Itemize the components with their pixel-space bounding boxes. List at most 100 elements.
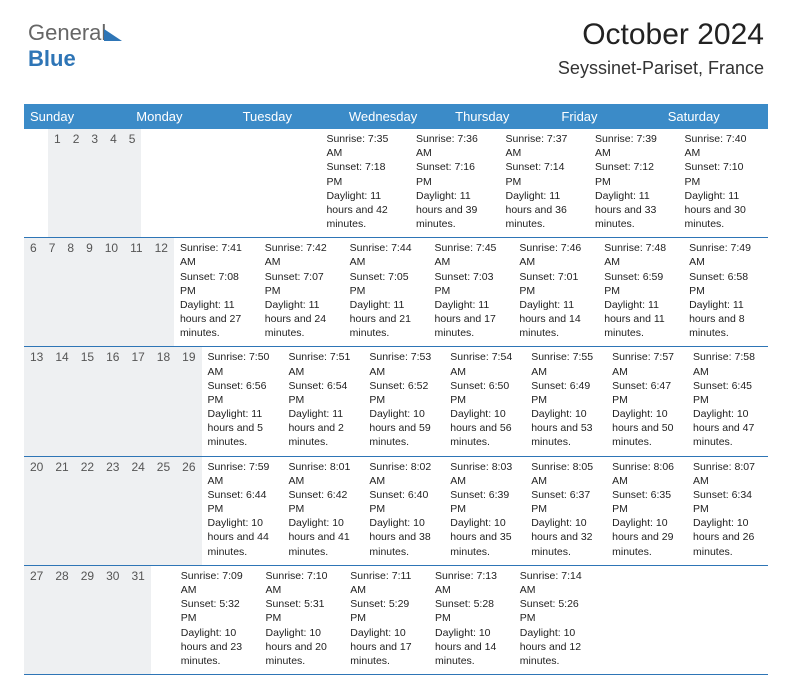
day-number: 17 [125, 347, 150, 455]
sunset-text: Sunset: 7:08 PM [180, 270, 253, 298]
empty-cell [36, 129, 48, 237]
day-cell: Sunrise: 7:41 AMSunset: 7:08 PMDaylight:… [174, 238, 259, 346]
daylight-text: Daylight: 10 hours and 59 minutes. [369, 407, 438, 450]
sunset-text: Sunset: 6:40 PM [369, 488, 438, 516]
sunrise-text: Sunrise: 8:02 AM [369, 460, 438, 488]
daylight-text: Daylight: 11 hours and 11 minutes. [604, 298, 677, 341]
sunrise-text: Sunrise: 7:36 AM [416, 132, 494, 160]
sunset-text: Sunset: 6:44 PM [208, 488, 277, 516]
week-row: 2728293031Sunrise: 7:09 AMSunset: 5:32 P… [24, 566, 768, 675]
day-number: 10 [99, 238, 124, 346]
day-number: 19 [176, 347, 201, 455]
sunrise-text: Sunrise: 7:42 AM [265, 241, 338, 269]
daylight-text: Daylight: 10 hours and 20 minutes. [266, 626, 339, 669]
daynum-row: 13141516171819 [24, 347, 202, 455]
sunset-text: Sunset: 6:45 PM [693, 379, 762, 407]
sunrise-text: Sunrise: 7:40 AM [685, 132, 763, 160]
sunset-text: Sunset: 5:26 PM [520, 597, 593, 625]
day-number: 2 [67, 129, 86, 237]
day-number: 24 [125, 457, 150, 565]
weekday-tuesday: Tuesday [237, 104, 343, 129]
week-row: 20212223242526Sunrise: 7:59 AMSunset: 6:… [24, 457, 768, 566]
sunrise-text: Sunrise: 8:06 AM [612, 460, 681, 488]
week-row: 13141516171819Sunrise: 7:50 AMSunset: 6:… [24, 347, 768, 456]
day-number: 13 [24, 347, 49, 455]
day-cell: Sunrise: 7:36 AMSunset: 7:16 PMDaylight:… [410, 129, 500, 237]
sunrise-text: Sunrise: 7:53 AM [369, 350, 438, 378]
sunrise-text: Sunrise: 7:51 AM [288, 350, 357, 378]
sunset-text: Sunset: 6:49 PM [531, 379, 600, 407]
calendar: SundayMondayTuesdayWednesdayThursdayFrid… [24, 104, 768, 675]
sunset-text: Sunset: 6:34 PM [693, 488, 762, 516]
day-cell: Sunrise: 7:42 AMSunset: 7:07 PMDaylight:… [259, 238, 344, 346]
empty-cell-body [141, 129, 231, 237]
sunset-text: Sunset: 6:59 PM [604, 270, 677, 298]
sunset-text: Sunset: 7:12 PM [595, 160, 673, 188]
sunset-text: Sunset: 6:37 PM [531, 488, 600, 516]
day-cell: Sunrise: 7:57 AMSunset: 6:47 PMDaylight:… [606, 347, 687, 455]
daylight-text: Daylight: 10 hours and 44 minutes. [208, 516, 277, 559]
day-number: 14 [49, 347, 74, 455]
sunrise-text: Sunrise: 7:45 AM [435, 241, 508, 269]
day-cell: Sunrise: 8:05 AMSunset: 6:37 PMDaylight:… [525, 457, 606, 565]
sunrise-text: Sunrise: 7:11 AM [350, 569, 423, 597]
weekday-saturday: Saturday [662, 104, 768, 129]
daylight-text: Daylight: 11 hours and 27 minutes. [180, 298, 253, 341]
daylight-text: Daylight: 11 hours and 42 minutes. [326, 189, 404, 232]
weekday-header: SundayMondayTuesdayWednesdayThursdayFrid… [24, 104, 768, 129]
sunset-text: Sunset: 5:32 PM [181, 597, 254, 625]
sunrise-text: Sunrise: 8:03 AM [450, 460, 519, 488]
sunrise-text: Sunrise: 7:46 AM [519, 241, 592, 269]
sunrise-text: Sunrise: 7:10 AM [266, 569, 339, 597]
daylight-text: Daylight: 11 hours and 2 minutes. [288, 407, 357, 450]
empty-cell-body [683, 566, 768, 674]
empty-cell [163, 566, 175, 674]
page-title: October 2024 [582, 18, 764, 52]
day-body-row: Sunrise: 7:59 AMSunset: 6:44 PMDaylight:… [202, 457, 768, 565]
day-number: 28 [49, 566, 74, 674]
sunset-text: Sunset: 6:52 PM [369, 379, 438, 407]
empty-cell-body [231, 129, 321, 237]
daylight-text: Daylight: 10 hours and 50 minutes. [612, 407, 681, 450]
daylight-text: Daylight: 11 hours and 36 minutes. [506, 189, 584, 232]
day-cell: Sunrise: 7:50 AMSunset: 6:56 PMDaylight:… [202, 347, 283, 455]
day-number: 3 [85, 129, 104, 237]
daylight-text: Daylight: 10 hours and 32 minutes. [531, 516, 600, 559]
day-cell: Sunrise: 8:07 AMSunset: 6:34 PMDaylight:… [687, 457, 768, 565]
day-cell: Sunrise: 8:06 AMSunset: 6:35 PMDaylight:… [606, 457, 687, 565]
day-number: 6 [24, 238, 43, 346]
day-number: 29 [75, 566, 100, 674]
day-cell: Sunrise: 7:59 AMSunset: 6:44 PMDaylight:… [202, 457, 283, 565]
sunset-text: Sunset: 7:16 PM [416, 160, 494, 188]
daylight-text: Daylight: 10 hours and 38 minutes. [369, 516, 438, 559]
sunset-text: Sunset: 6:39 PM [450, 488, 519, 516]
sunset-text: Sunset: 7:07 PM [265, 270, 338, 298]
day-number: 31 [125, 566, 150, 674]
sunset-text: Sunset: 5:31 PM [266, 597, 339, 625]
daynum-row: 12345 [24, 129, 141, 237]
day-number: 18 [151, 347, 176, 455]
daylight-text: Daylight: 11 hours and 39 minutes. [416, 189, 494, 232]
empty-cell-body [599, 566, 684, 674]
sunrise-text: Sunrise: 7:48 AM [604, 241, 677, 269]
day-cell: Sunrise: 7:58 AMSunset: 6:45 PMDaylight:… [687, 347, 768, 455]
day-cell: Sunrise: 7:54 AMSunset: 6:50 PMDaylight:… [444, 347, 525, 455]
day-number: 23 [100, 457, 125, 565]
sunrise-text: Sunrise: 7:13 AM [435, 569, 508, 597]
sunset-text: Sunset: 6:35 PM [612, 488, 681, 516]
daylight-text: Daylight: 11 hours and 24 minutes. [265, 298, 338, 341]
day-number: 12 [149, 238, 174, 346]
day-number: 8 [61, 238, 80, 346]
daynum-row: 20212223242526 [24, 457, 202, 565]
daylight-text: Daylight: 10 hours and 17 minutes. [350, 626, 423, 669]
weekday-monday: Monday [130, 104, 236, 129]
week-row: 12345Sunrise: 7:35 AMSunset: 7:18 PMDayl… [24, 129, 768, 238]
daylight-text: Daylight: 10 hours and 53 minutes. [531, 407, 600, 450]
daynum-row: 2728293031 [24, 566, 175, 674]
sunset-text: Sunset: 6:42 PM [288, 488, 357, 516]
day-body-row: Sunrise: 7:41 AMSunset: 7:08 PMDaylight:… [174, 238, 768, 346]
weekday-friday: Friday [555, 104, 661, 129]
daylight-text: Daylight: 10 hours and 26 minutes. [693, 516, 762, 559]
day-number: 5 [123, 129, 142, 237]
day-cell: Sunrise: 7:11 AMSunset: 5:29 PMDaylight:… [344, 566, 429, 674]
